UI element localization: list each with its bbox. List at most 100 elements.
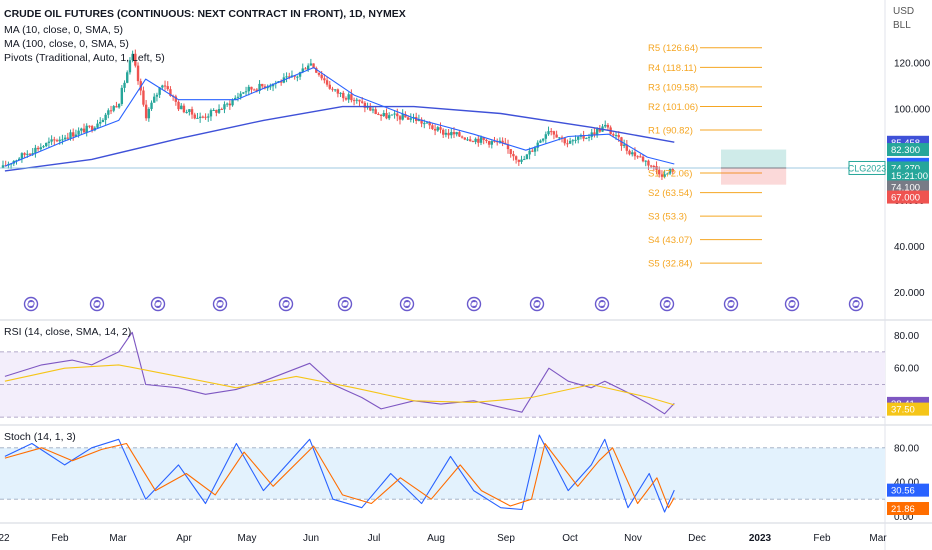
symbol-tag-box bbox=[848, 160, 886, 175]
candle-body bbox=[471, 141, 475, 143]
candle-body bbox=[47, 141, 51, 143]
candle-body bbox=[639, 156, 642, 158]
candle-body bbox=[566, 143, 569, 145]
candle-body bbox=[115, 106, 118, 108]
candle-body bbox=[520, 159, 523, 162]
candle-body bbox=[447, 132, 450, 136]
candle-body bbox=[498, 140, 502, 143]
candle-body bbox=[525, 154, 529, 160]
candle-body bbox=[131, 53, 134, 61]
candle-body bbox=[80, 128, 83, 131]
event-marker-glyph bbox=[727, 299, 735, 309]
candle-body bbox=[147, 108, 151, 119]
candle-body bbox=[61, 139, 64, 141]
candle-body bbox=[58, 139, 61, 142]
candle-body bbox=[23, 153, 26, 155]
candle-body bbox=[198, 116, 202, 118]
stoch-tick-label: 40.00 bbox=[894, 478, 919, 489]
candle-body bbox=[331, 88, 334, 90]
candle-body bbox=[550, 131, 553, 133]
event-marker-icon bbox=[399, 296, 415, 312]
candle-body bbox=[20, 153, 24, 159]
candle-body bbox=[169, 89, 172, 96]
stoch-tag-label: 21.86 bbox=[891, 504, 915, 515]
candle-body bbox=[604, 124, 607, 127]
candle-body bbox=[452, 132, 456, 135]
rsi-tag: 37.50 bbox=[887, 402, 929, 416]
candle-body bbox=[571, 140, 575, 142]
candle-body bbox=[323, 78, 326, 81]
stoch-tag-label: 30.56 bbox=[891, 486, 915, 497]
currency-label: USD bbox=[893, 6, 915, 17]
candle-body bbox=[363, 102, 367, 108]
candle-body bbox=[666, 173, 669, 175]
candle-body bbox=[45, 142, 48, 147]
ma100-legend[interactable]: MA (100, close, 0, SMA, 5) bbox=[4, 38, 129, 50]
x-tick-label: Oct bbox=[562, 533, 578, 544]
candle-body bbox=[463, 137, 467, 140]
candle-body bbox=[312, 63, 315, 68]
candle-body bbox=[347, 94, 350, 100]
candle-body bbox=[90, 126, 94, 131]
candle-body bbox=[34, 147, 37, 154]
candle-body bbox=[301, 68, 304, 73]
x-tick-label: Aug bbox=[427, 533, 445, 544]
candle-body bbox=[85, 125, 88, 133]
pivot-label: R1 (90.82) bbox=[648, 125, 693, 136]
candle-body bbox=[663, 174, 666, 177]
candle-body bbox=[517, 159, 521, 162]
candle-body bbox=[96, 123, 99, 128]
stoch-legend[interactable]: Stoch (14, 1, 3) bbox=[4, 431, 76, 443]
pivots-legend[interactable]: Pivots (Traditional, Auto, 1, Left, 5) bbox=[4, 52, 165, 64]
rsi-legend[interactable]: RSI (14, close, SMA, 14, 2) bbox=[4, 326, 132, 338]
candles bbox=[1, 49, 674, 180]
price-tag-bg bbox=[887, 180, 929, 194]
position-stop-zone bbox=[721, 167, 787, 185]
pivot-label: S3 (53.3) bbox=[648, 212, 687, 223]
candle-body bbox=[298, 72, 302, 77]
chart-title: CRUDE OIL FUTURES (CONTINUOUS: NEXT CONT… bbox=[4, 8, 406, 20]
candle-body bbox=[166, 86, 169, 90]
candle-body bbox=[72, 132, 75, 137]
candle-body bbox=[28, 153, 32, 155]
candle-body bbox=[417, 119, 421, 121]
x-tick-label: Mar bbox=[869, 533, 887, 544]
candle-body bbox=[379, 114, 383, 116]
candle-body bbox=[352, 100, 356, 102]
candle-body bbox=[431, 125, 434, 129]
candle-body bbox=[560, 137, 564, 139]
candle-body bbox=[193, 114, 196, 119]
candle-body bbox=[439, 127, 442, 130]
candle-body bbox=[109, 110, 113, 112]
candle-body bbox=[136, 65, 140, 82]
candle-body bbox=[509, 149, 512, 154]
candle-body bbox=[658, 169, 661, 175]
candle-body bbox=[358, 99, 361, 102]
candle-body bbox=[425, 122, 429, 124]
candle-body bbox=[234, 97, 237, 100]
x-tick-label: Nov bbox=[624, 533, 642, 544]
event-marker-icon bbox=[89, 296, 105, 312]
candle-body bbox=[568, 140, 572, 144]
candle-body bbox=[622, 144, 626, 146]
candle-body bbox=[531, 150, 534, 152]
price-tag-label: 67.000 bbox=[891, 193, 920, 204]
pivot-label: S1 (72.06) bbox=[648, 169, 692, 180]
candle-body bbox=[574, 139, 577, 141]
stoch-tag: 30.56 bbox=[887, 483, 929, 497]
candle-body bbox=[123, 82, 126, 88]
candle-body bbox=[636, 156, 639, 158]
candle-body bbox=[350, 94, 353, 101]
candle-body bbox=[393, 113, 396, 115]
candle-body bbox=[555, 134, 558, 138]
candle-body bbox=[120, 87, 124, 104]
event-marker-glyph bbox=[27, 299, 35, 309]
candle-body bbox=[53, 139, 56, 141]
event-marker-icon bbox=[529, 296, 545, 312]
candle-body bbox=[409, 118, 412, 120]
rsi-tag-label: 37.50 bbox=[891, 405, 915, 416]
ma10-legend[interactable]: MA (10, close, 0, SMA, 5) bbox=[4, 24, 124, 36]
event-marker-icon bbox=[594, 296, 610, 312]
price-tag-bg bbox=[887, 143, 929, 157]
candle-body bbox=[433, 128, 437, 131]
